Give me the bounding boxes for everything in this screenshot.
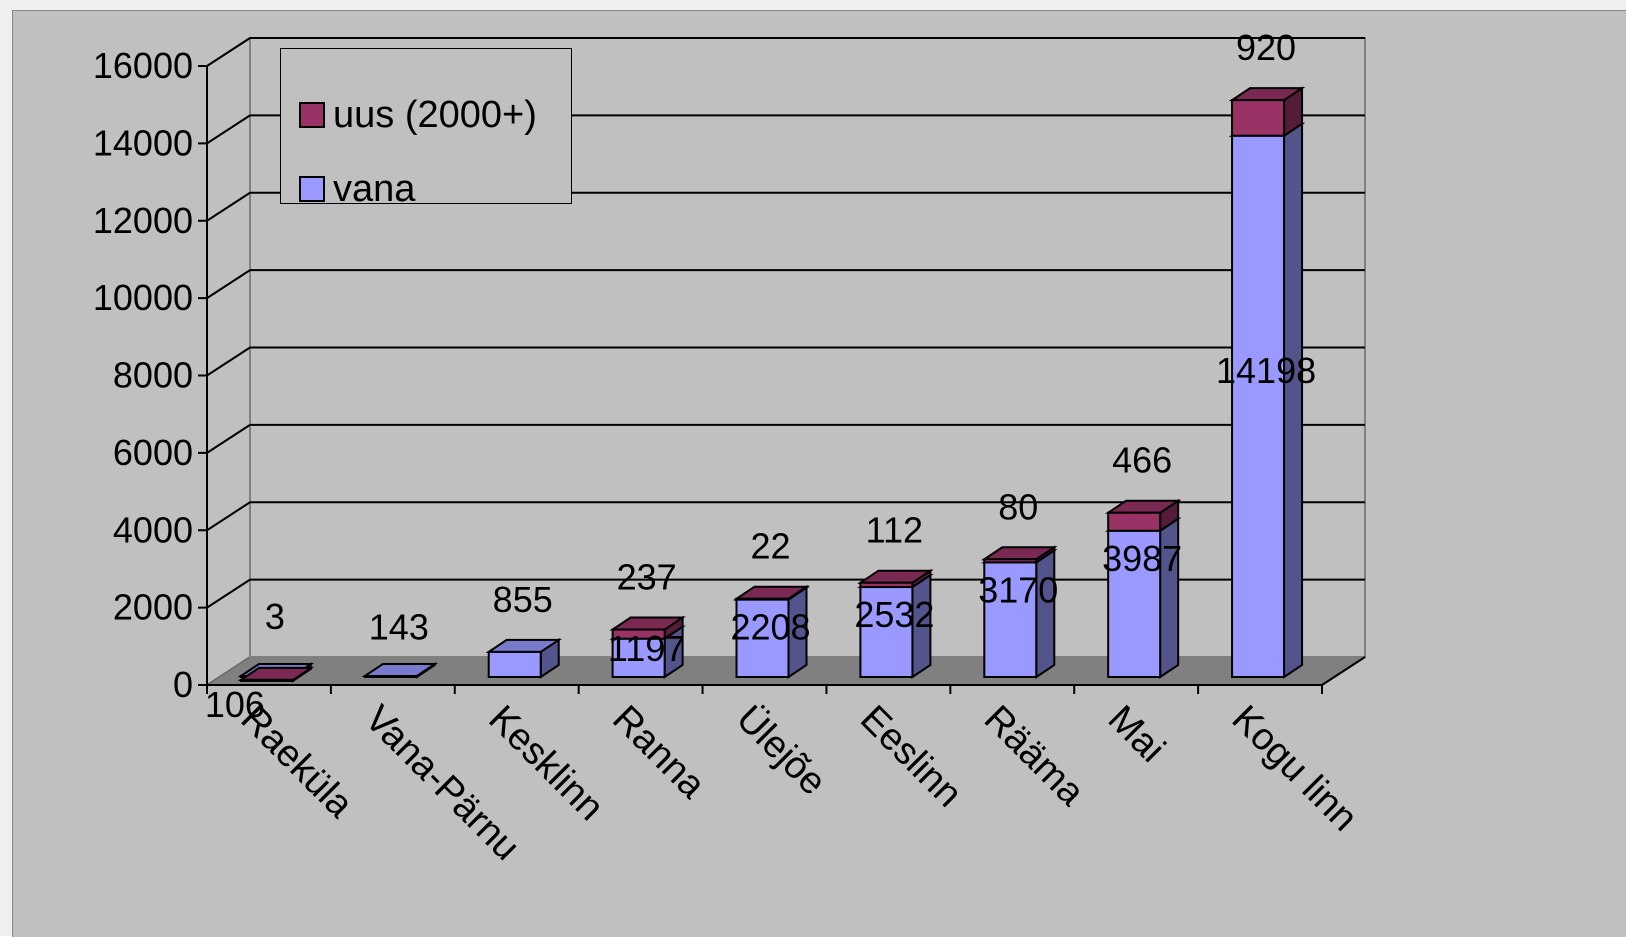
bar-vana-front: [487, 650, 542, 678]
legend: uus (2000+) vana: [280, 48, 572, 210]
data-label-vana: 2208: [730, 607, 810, 648]
data-label-uus: 237: [617, 557, 677, 598]
category-label: Ranna: [604, 698, 713, 807]
y-tick-label: 12000: [93, 200, 193, 241]
category-label: Kesklinn: [480, 698, 611, 829]
bar-vana-front: [363, 675, 418, 678]
bar-uus-front: [983, 558, 1038, 564]
category-label: Kogu linn: [1224, 698, 1366, 840]
y-tick-label: 4000: [113, 509, 193, 550]
data-label-uus: 466: [1112, 440, 1172, 481]
legend-item-old: vana: [299, 167, 416, 210]
data-label-vana: 1197: [608, 628, 685, 669]
bar-uus-front: [859, 581, 914, 589]
data-label-uus: 80: [998, 486, 1038, 527]
y-tick-label: 8000: [113, 355, 193, 396]
y-tick-label: 0: [173, 664, 193, 705]
gridline-side: [206, 501, 251, 532]
bar-vana-front: [611, 637, 666, 678]
legend-label-old: vana: [333, 167, 416, 210]
y-tick-label: 16000: [93, 45, 193, 86]
gridline-side: [206, 114, 251, 145]
gridline-side: [206, 346, 251, 377]
bar-uus-front: [239, 678, 294, 682]
bar-vana-front: [859, 586, 914, 679]
data-label-vana: 3170: [978, 569, 1058, 610]
category-label: Raeküla: [233, 698, 362, 827]
bar-uus-front: [735, 597, 790, 601]
data-label-uus: 920: [1236, 27, 1296, 68]
gridline-side: [206, 424, 251, 454]
category-label: Rääma: [976, 698, 1093, 815]
category-label: Ülejõe: [728, 698, 834, 804]
gridline-side: [206, 37, 251, 67]
data-label-uus: 22: [750, 526, 790, 567]
bar-vana-front: [1231, 134, 1286, 678]
bar-vana-side: [1283, 121, 1304, 679]
gridline-side: [206, 578, 251, 609]
category-label: Eeslinn: [852, 698, 970, 816]
x-axis-depth: [1321, 656, 1366, 686]
data-label-vana: 2532: [854, 594, 934, 635]
legend-swatch-old: [299, 176, 325, 202]
legend-item-new: uus (2000+): [299, 93, 537, 136]
bar-uus-front: [1231, 99, 1286, 137]
data-label-vana: 855: [493, 579, 553, 620]
y-tick-label: 14000: [93, 122, 193, 163]
gridline-side: [206, 191, 251, 222]
data-label-uus: 3: [265, 596, 285, 637]
bar-uus-front: [1107, 511, 1162, 532]
data-label-vana: 3987: [1102, 538, 1182, 579]
data-label-vana: 106: [205, 684, 265, 725]
y-tick-label: 6000: [113, 432, 193, 473]
gridline-side: [206, 269, 251, 299]
bar-uus-front: [611, 628, 666, 640]
legend-swatch-new: [299, 102, 325, 128]
category-label: Mai: [1100, 698, 1173, 771]
legend-label-new: uus (2000+): [333, 93, 537, 136]
y-tick-label: 10000: [93, 277, 193, 318]
data-label-uus: 112: [866, 510, 923, 551]
data-label-vana: 14198: [1216, 350, 1316, 391]
y-tick-label: 2000: [113, 587, 193, 628]
data-label-vana: 143: [369, 606, 429, 647]
